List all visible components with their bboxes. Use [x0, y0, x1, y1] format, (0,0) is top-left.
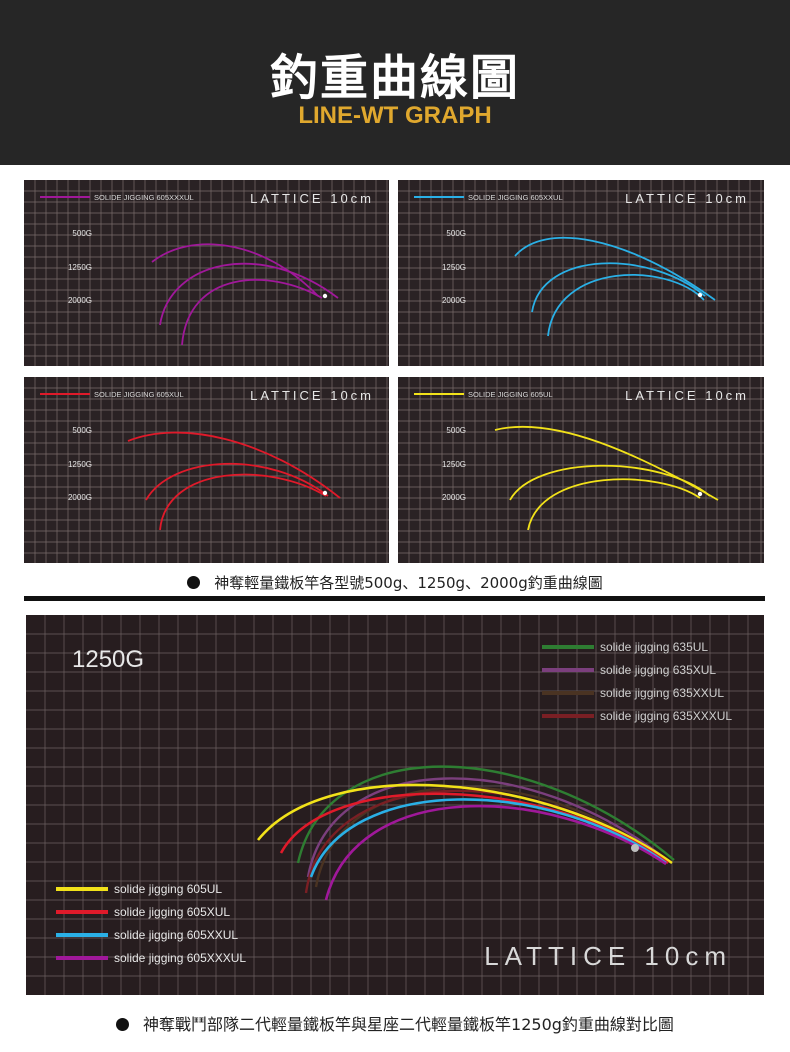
weight-label: 500G: [446, 229, 466, 238]
weight-label: 1250G: [442, 460, 466, 469]
series-line: [531, 262, 706, 313]
legend-label: solide jigging 635UL: [600, 640, 708, 654]
chart-title: LATTICE 10cm: [625, 388, 749, 403]
caption-top-text: 神奪輕量鐵板竿各型號500g、1250g、2000g釣重曲線圖: [214, 574, 603, 592]
page-header: 釣重曲線圖 LINE-WT GRAPH: [0, 0, 790, 165]
chart-background: [24, 377, 389, 563]
weight-label: 500G: [72, 426, 92, 435]
tip-point: [697, 491, 703, 497]
series-line: [151, 243, 319, 297]
weight-label: 1250G: [68, 263, 92, 272]
weight-label: 2000G: [442, 296, 466, 305]
weight-label: 1250G: [72, 646, 144, 673]
tip-point: [697, 292, 703, 298]
weight-label: 500G: [446, 426, 466, 435]
series-line: [256, 783, 673, 865]
weight-label: 2000G: [442, 493, 466, 502]
bullet-icon: [187, 576, 201, 589]
series-curves: [494, 425, 719, 531]
weight-label: 2000G: [68, 493, 92, 502]
series-curves: [127, 431, 341, 531]
legend-label: solide jigging 605UL: [114, 882, 222, 896]
caption-top: 神奪輕量鐵板竿各型號500g、1250g、2000g釣重曲線圖: [0, 572, 790, 593]
series-line: [145, 462, 329, 501]
legend-label: solide jigging 605XXXUL: [114, 951, 246, 965]
weight-label: 1250G: [442, 263, 466, 272]
chart-background: [398, 377, 764, 563]
caption-bottom-text: 神奪戰鬥部隊二代輕量鐵板竿與星座二代輕量鐵板竿1250g釣重曲線對比圖: [143, 1015, 674, 1034]
series-line: [159, 263, 339, 326]
series-curves: [514, 236, 716, 337]
chart-panel-605xxul: SOLIDE JIGGING 605XXUL LATTICE 10cm 500G 12…: [398, 180, 764, 366]
legend-label: SOLIDE JIGGING 605XUL: [94, 390, 184, 399]
caption-bottom: 神奪戰鬥部隊二代輕量鐵板竿與星座二代輕量鐵板竿1250g釣重曲線對比圖: [0, 1011, 790, 1035]
legend-label: solide jigging 635XXUL: [600, 686, 724, 700]
chart-panel-605ul: SOLIDE JIGGING 605UL LATTICE 10cm 500G 1250…: [398, 377, 764, 563]
weight-label: 500G: [72, 229, 92, 238]
series-line: [324, 804, 667, 901]
chart-grid: [398, 377, 764, 563]
tip-point: [631, 844, 639, 852]
weight-label: 2000G: [68, 296, 92, 305]
page-subtitle: LINE-WT GRAPH: [298, 102, 492, 129]
series-line: [547, 274, 705, 337]
legend-label: solide jigging 605XXUL: [114, 928, 238, 942]
chart-grid: [24, 180, 389, 366]
chart-background: [398, 180, 764, 366]
legend-label: solide jigging 635XXXUL: [600, 709, 732, 723]
chart-title: LATTICE 10cm: [625, 191, 749, 206]
chart-panel-605xul: SOLIDE JIGGING 605XUL LATTICE 10cm 500G 125…: [24, 377, 389, 563]
legend-label: SOLIDE JIGGING 605XXUL: [468, 193, 563, 202]
series-line: [306, 777, 669, 878]
chart-panel-comparison-1250g: 1250G solide jigging 635UL solide jigging …: [26, 615, 764, 995]
legend-label: solide jigging 605XUL: [114, 905, 230, 919]
legend-label: SOLIDE JIGGING 605UL: [468, 390, 553, 399]
series-line: [509, 464, 711, 501]
legend-label: solide jigging 635XUL: [600, 663, 716, 677]
series-curves: [256, 765, 675, 901]
series-curves: [151, 243, 339, 346]
bullet-icon: [116, 1018, 130, 1031]
legend-label: SOLIDE JIGGING 605XXXUL: [94, 193, 194, 202]
tip-point: [322, 293, 328, 299]
page-title: 釣重曲線圖: [269, 50, 520, 106]
chart-title: LATTICE 10cm: [484, 941, 732, 971]
chart-background: [24, 180, 389, 366]
tip-point: [322, 490, 328, 496]
series-line: [181, 279, 323, 346]
chart-title: LATTICE 10cm: [250, 191, 374, 206]
series-line: [159, 473, 327, 531]
weight-label: 1250G: [68, 460, 92, 469]
series-line: [514, 236, 716, 301]
series-line: [127, 431, 341, 499]
series-line: [527, 478, 701, 531]
chart-title: LATTICE 10cm: [250, 388, 374, 403]
chart-panel-605xxxul: SOLIDE JIGGING 605XXXUL LATTICE 10cm 500G 1…: [24, 180, 389, 366]
divider: [24, 596, 765, 601]
series-line: [309, 798, 667, 878]
